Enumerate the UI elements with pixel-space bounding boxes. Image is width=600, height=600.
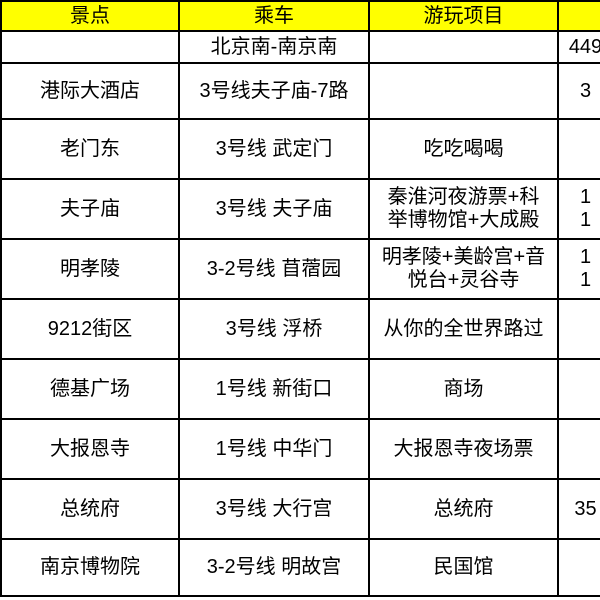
cell-transit[interactable]: 3号线 武定门	[178, 118, 370, 180]
cell-activities[interactable]: 总统府	[368, 478, 559, 540]
table-row-train: 北京南-南京南 449	[0, 30, 600, 64]
cell-activities[interactable]	[368, 62, 559, 120]
cell-activities[interactable]: 明孝陵+美龄宫+音 悦台+灵谷寺	[368, 238, 559, 300]
cell-transit[interactable]: 3号线夫子庙-7路	[178, 62, 370, 120]
cell-price-partial[interactable]	[557, 418, 600, 480]
cell-attraction[interactable]: 大报恩寺	[0, 418, 180, 480]
header-cell-price[interactable]	[557, 0, 600, 32]
cell-price-partial[interactable]	[557, 358, 600, 420]
table-row: 总统府 3号线 大行宫 总统府 35	[0, 478, 600, 540]
cell-activities[interactable]: 从你的全世界路过	[368, 298, 559, 360]
cell-attraction[interactable]: 德基广场	[0, 358, 180, 420]
table-row: 南京博物院 3-2号线 明故宫 民国馆	[0, 538, 600, 597]
table-row: 大报恩寺 1号线 中华门 大报恩寺夜场票	[0, 418, 600, 480]
table-row: 9212街区 3号线 浮桥 从你的全世界路过	[0, 298, 600, 360]
cell-attraction[interactable]: 9212街区	[0, 298, 180, 360]
cell-transit[interactable]: 3号线 浮桥	[178, 298, 370, 360]
table-row-hotel: 港际大酒店 3号线夫子庙-7路 3	[0, 62, 600, 120]
header-cell-attraction[interactable]: 景点	[0, 0, 180, 32]
cell-price-partial[interactable]	[557, 298, 600, 360]
cell-transit[interactable]: 3-2号线 苜蓿园	[178, 238, 370, 300]
cell-price-partial[interactable]: 449	[557, 30, 600, 64]
cell-transit[interactable]: 1号线 中华门	[178, 418, 370, 480]
cell-attraction[interactable]: 老门东	[0, 118, 180, 180]
cell-transit[interactable]: 北京南-南京南	[178, 30, 370, 64]
table-row: 德基广场 1号线 新街口 商场	[0, 358, 600, 420]
cell-transit[interactable]: 3-2号线 明故宫	[178, 538, 370, 597]
cell-transit[interactable]: 1号线 新街口	[178, 358, 370, 420]
cell-price-partial[interactable]: 3	[557, 62, 600, 120]
cell-activities[interactable]: 大报恩寺夜场票	[368, 418, 559, 480]
cell-activities[interactable]: 吃吃喝喝	[368, 118, 559, 180]
cell-activities[interactable]: 民国馆	[368, 538, 559, 597]
cell-attraction[interactable]: 港际大酒店	[0, 62, 180, 120]
table-row: 夫子庙 3号线 夫子庙 秦淮河夜游票+科 举博物馆+大成殿 1 1	[0, 178, 600, 240]
cell-attraction[interactable]: 明孝陵	[0, 238, 180, 300]
header-cell-activities[interactable]: 游玩项目	[368, 0, 559, 32]
cell-price-partial[interactable]: 35	[557, 478, 600, 540]
cell-attraction[interactable]	[0, 30, 180, 64]
header-cell-transit[interactable]: 乘车	[178, 0, 370, 32]
cell-attraction[interactable]: 夫子庙	[0, 178, 180, 240]
cell-price-partial[interactable]	[557, 118, 600, 180]
cell-transit[interactable]: 3号线 大行宫	[178, 478, 370, 540]
cell-price-partial[interactable]	[557, 538, 600, 597]
cell-attraction[interactable]: 南京博物院	[0, 538, 180, 597]
cell-activities[interactable]: 商场	[368, 358, 559, 420]
header-row: 景点 乘车 游玩项目	[0, 0, 600, 32]
cell-price-partial[interactable]: 1 1	[557, 238, 600, 300]
cell-activities[interactable]: 秦淮河夜游票+科 举博物馆+大成殿	[368, 178, 559, 240]
cell-activities[interactable]	[368, 30, 559, 64]
table-row: 老门东 3号线 武定门 吃吃喝喝	[0, 118, 600, 180]
table-row: 明孝陵 3-2号线 苜蓿园 明孝陵+美龄宫+音 悦台+灵谷寺 1 1	[0, 238, 600, 300]
cell-attraction[interactable]: 总统府	[0, 478, 180, 540]
cell-transit[interactable]: 3号线 夫子庙	[178, 178, 370, 240]
cell-price-partial[interactable]: 1 1	[557, 178, 600, 240]
